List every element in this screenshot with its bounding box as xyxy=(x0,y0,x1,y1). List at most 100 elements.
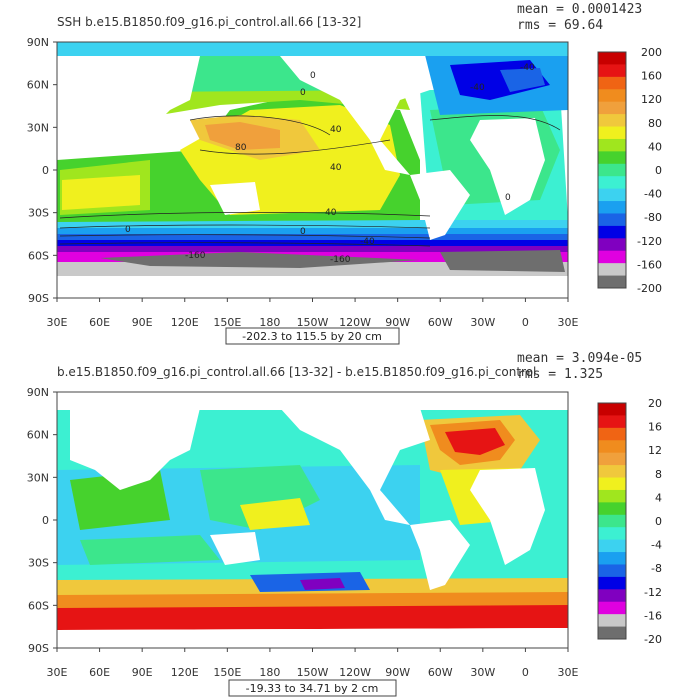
panel2-colorbar-swatch xyxy=(598,552,626,565)
panel2-x-tick-label: 0 xyxy=(522,666,529,679)
panel1-x-tick-label: 30W xyxy=(470,316,495,329)
panel2-x-tick-label: 120E xyxy=(171,666,199,679)
panel1-colorbar-swatch xyxy=(598,76,626,90)
panel2-y-tick-label: 0 xyxy=(42,514,49,527)
contour-label: 40 xyxy=(330,163,342,173)
panel2-colorbar-swatch xyxy=(598,539,626,553)
panel1-colorbar-swatch xyxy=(598,238,626,252)
contour-label: 0 xyxy=(310,71,316,81)
panel1-x-tick-label: 60W xyxy=(428,316,453,329)
panel2-y-tick-label: 60N xyxy=(27,429,49,442)
panel1-x-tick-label: 90E xyxy=(132,316,153,329)
panel1-colorbar-label: -80 xyxy=(644,211,662,224)
panel1-colorbar-label: 120 xyxy=(641,93,662,106)
panel2-x-tick-label: 90W xyxy=(385,666,410,679)
panel2-x-tick-label: 120W xyxy=(339,666,371,679)
panel1-y-tick-label: 30S xyxy=(28,207,49,220)
panel1-colorbar-swatch xyxy=(598,151,626,165)
panel1-x-tick-label: 180 xyxy=(259,316,280,329)
panel2-colorbar-swatch xyxy=(598,626,626,640)
panel2-colorbar-swatch xyxy=(598,427,626,441)
panel2-x-tick-label: 30E xyxy=(558,666,579,679)
panel1-x-tick-label: 60E xyxy=(89,316,110,329)
contour-label: 40 xyxy=(325,208,337,218)
panel1-colorbar-swatch xyxy=(598,52,626,65)
panel1-colorbar-label: 40 xyxy=(648,140,662,153)
panel2-range-label: -19.33 to 34.71 by 2 cm xyxy=(246,682,379,695)
panel1-colorbar-swatch xyxy=(598,64,626,78)
contour-label: -160 xyxy=(330,255,351,265)
panel1-colorbar-label: -40 xyxy=(644,188,662,201)
panel2-map xyxy=(57,392,568,648)
panel2-colorbar-swatch xyxy=(598,415,626,429)
panel1-colorbar-label: 80 xyxy=(648,117,662,130)
contour-label: 0 xyxy=(300,227,306,237)
panel2-colorbar-label: 20 xyxy=(648,397,662,410)
panel1-title: SSH b.e15.B1850.f09_g16.pi_control.all.6… xyxy=(57,15,361,29)
panel2-colorbar-frame xyxy=(597,402,627,640)
contour-label: 80 xyxy=(235,143,247,153)
panel2-colorbar-label: 16 xyxy=(648,421,662,434)
panel2-x-tick-label: 180 xyxy=(259,666,280,679)
panel2-colorbar-swatch xyxy=(598,527,626,541)
panel1-x-axis: 30E 60E 90E 120E 150E 180 150W 120W 90W 60W 30W 0 30… xyxy=(47,298,579,329)
panel1-colorbar: 200 160 120 80 40 0 -40 -80 -120 -160 -200 xyxy=(597,46,662,295)
panel1-colorbar-label: 160 xyxy=(641,70,662,83)
panel2-colorbar-label: 4 xyxy=(655,491,662,504)
panel2-rms: rms = 1.325 xyxy=(517,367,603,382)
panel2-colorbar-swatch xyxy=(598,601,626,615)
panel1-x-tick-label: 30E xyxy=(558,316,579,329)
panel2-colorbar-label: -12 xyxy=(644,586,662,599)
panel1-y-tick-label: 60S xyxy=(28,249,49,262)
panel2-colorbar-label: -16 xyxy=(644,609,662,622)
panel1-y-tick-label: 30N xyxy=(27,121,49,134)
panel1-colorbar-swatch xyxy=(598,225,626,239)
panel2-colorbar: 20 16 12 8 4 0 -4 -8 -12 -16 -20 xyxy=(597,397,662,646)
contour-label: -40 xyxy=(520,63,535,73)
panel1-mean: mean = 0.0001423 xyxy=(517,2,642,17)
panel2-y-tick-label: 60S xyxy=(28,599,49,612)
contour-label: -40 xyxy=(470,83,485,93)
panel1-colorbar-swatch xyxy=(598,201,626,214)
panel1-x-tick-label: 90W xyxy=(385,316,410,329)
contour-label: 40 xyxy=(330,125,342,135)
panel1-y-axis: 90N 60N 30N 0 30S 60S 90S xyxy=(27,36,57,305)
panel2-title: b.e15.B1850.f09_g16.pi_control.all.66 [1… xyxy=(57,365,536,379)
panel1-colorbar-swatch xyxy=(598,89,626,103)
panel1-colorbar-swatch xyxy=(598,163,626,177)
panel1-x-tick-label: 0 xyxy=(522,316,529,329)
panel2-colorbar-swatch xyxy=(598,489,626,503)
panel1-colorbar-label: 200 xyxy=(641,46,662,59)
panel2-x-tick-label: 90E xyxy=(132,666,153,679)
panel2-colorbar-swatch xyxy=(598,576,626,590)
panel2-x-tick-label: 30E xyxy=(47,666,68,679)
panel2-x-tick-label: 60E xyxy=(89,666,110,679)
panel1-x-tick-label: 120W xyxy=(339,316,371,329)
panel2-colorbar-swatch xyxy=(598,477,626,491)
panel1-range-box xyxy=(225,327,400,345)
panel2-y-tick-label: 30S xyxy=(28,557,49,570)
panel2-colorbar-swatch xyxy=(598,614,626,628)
contour-label: -40 xyxy=(360,237,375,247)
panel2-y-tick-label: 30N xyxy=(27,471,49,484)
panel2-colorbar-swatch xyxy=(598,514,626,528)
panel2-colorbar-swatch xyxy=(598,564,626,578)
panel1-y-tick-label: 90N xyxy=(27,36,49,49)
panel1-colorbar-swatch xyxy=(598,176,626,190)
panel1-x-tick-label: 30E xyxy=(47,316,68,329)
panel1-colorbar-swatch xyxy=(598,188,626,202)
panel1-colorbar-frame xyxy=(597,51,627,289)
panel1-colorbar-swatch xyxy=(598,250,626,264)
panel1-colorbar-label: 0 xyxy=(655,164,662,177)
panel1-colorbar-label: -120 xyxy=(637,235,662,248)
panel2-y-tick-label: 90S xyxy=(28,642,49,655)
panel1-colorbar-swatch xyxy=(598,263,626,277)
panel2-range-box xyxy=(228,679,397,697)
panel1-colorbar-swatch xyxy=(598,275,626,289)
panel2-mean: mean = 3.094e-05 xyxy=(517,351,642,366)
panel1-y-tick-label: 60N xyxy=(27,79,49,92)
panel1-colorbar-swatch xyxy=(598,213,626,227)
panel1-colorbar-label: -160 xyxy=(637,258,662,271)
panel2-colorbar-label: 0 xyxy=(655,515,662,528)
